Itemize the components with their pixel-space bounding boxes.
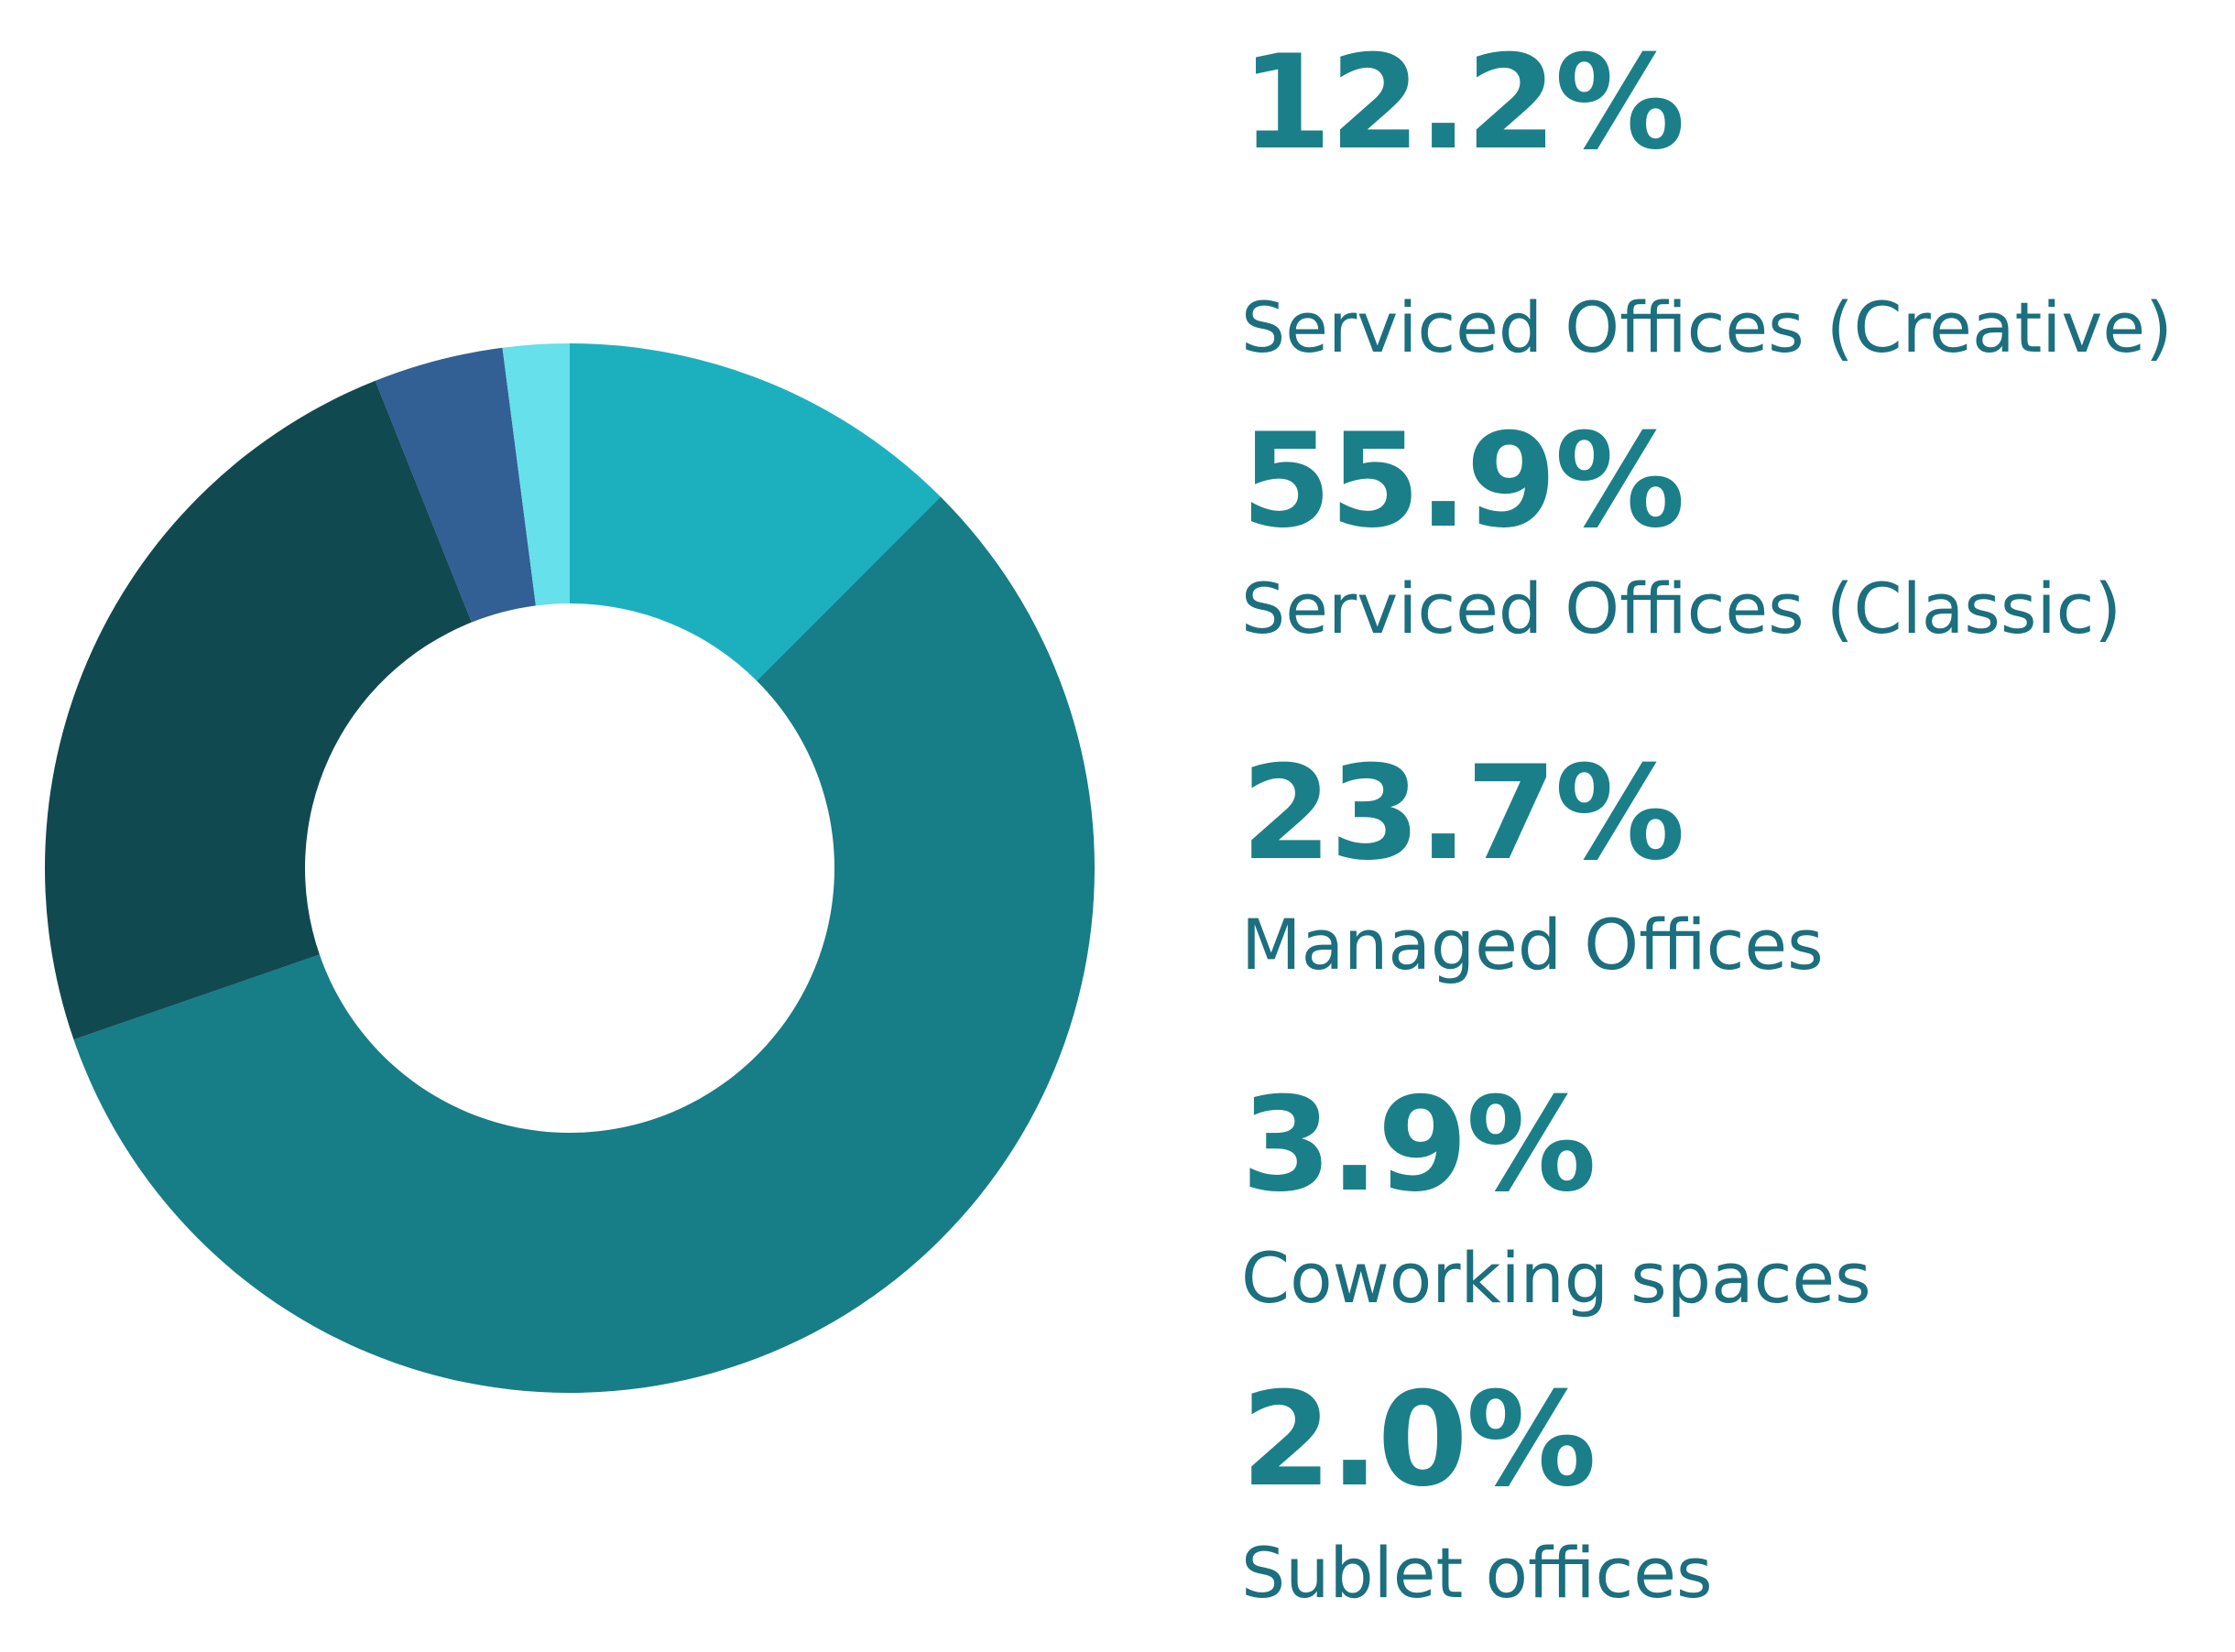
legend-label: Serviced Offices (Classic) — [1241, 568, 2122, 649]
legend-value: 23.7% — [1241, 738, 1685, 889]
legend-value: 12.2% — [1241, 27, 1685, 179]
legend-label: Managed Offices — [1241, 904, 1824, 985]
legend-entry-managed: 23.7% Managed Offices — [1241, 749, 1824, 980]
legend-entry-serviced-creative: 12.2% Serviced Offices (Creative) — [1241, 38, 2173, 363]
legend-label: Serviced Offices (Creative) — [1241, 287, 2173, 368]
legend-value: 55.9% — [1241, 406, 1685, 557]
legend-entry-sublet: 2.0% Sublet offices — [1241, 1375, 1713, 1608]
donut-slice-sublet-offices — [502, 343, 570, 606]
legend-value: 3.9% — [1241, 1070, 1597, 1221]
legend-value: 2.0% — [1241, 1364, 1597, 1516]
legend-label: Coworking spaces — [1241, 1237, 1871, 1319]
legend-label: Sublet offices — [1241, 1532, 1713, 1614]
legend-entry-coworking: 3.9% Coworking spaces — [1241, 1081, 1871, 1313]
donut-slice-coworking-spaces — [375, 347, 536, 623]
donut-slice-serviced-offices-classic — [73, 496, 1095, 1394]
donut-slice-managed-offices — [45, 380, 472, 1040]
donut-slice-serviced-offices-creative — [570, 343, 941, 681]
legend-entry-serviced-classic: 55.9% Serviced Offices (Classic) — [1241, 417, 2121, 644]
donut-chart — [45, 343, 1095, 1394]
